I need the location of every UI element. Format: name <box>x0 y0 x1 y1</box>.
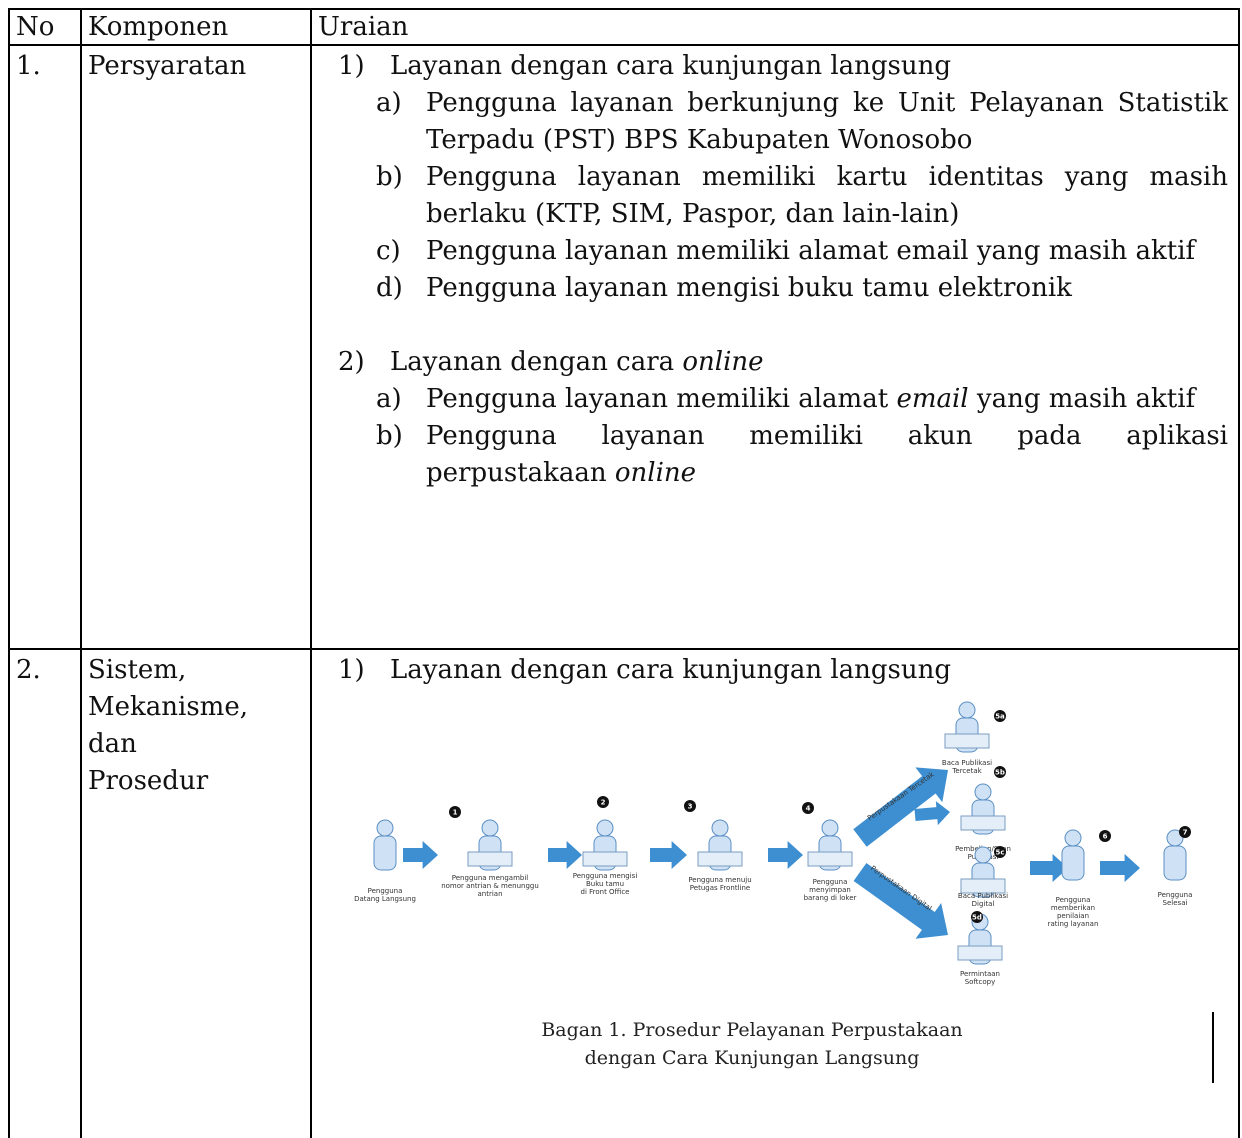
list-item: c) Pengguna layanan memiliki alamat email… <box>324 233 1232 270</box>
item-letter: b) <box>376 162 403 192</box>
row-number: 2. <box>8 648 82 1138</box>
component-line: Mekanisme, <box>88 692 248 722</box>
list-title: Layanan dengan cara kunjungan langsung <box>390 652 1232 689</box>
component-line: Prosedur <box>88 766 209 796</box>
table-row: 1. Persyaratan 1) Layanan dengan cara kunju… <box>8 44 1240 650</box>
text-run: online <box>614 458 697 488</box>
header-row: No Komponen Uraian <box>8 8 1240 46</box>
component-line: Persyaratan <box>88 51 247 81</box>
text-run: Layanan dengan cara <box>390 347 683 377</box>
text-run: Layanan dengan cara kunjungan langsung <box>390 51 952 81</box>
description: 1) Layanan dengan cara kunjungan langsung… <box>310 44 1240 650</box>
item-letter: a) <box>376 384 402 414</box>
list-item: b) Pengguna layanan memiliki kartu identi… <box>324 159 1232 233</box>
list-title: Layanan dengan cara kunjungan langsung <box>390 48 1232 85</box>
text-run: yang masih aktif <box>968 384 1196 414</box>
header-cell: Komponen <box>80 8 312 46</box>
list-title: Layanan dengan cara online <box>390 344 1232 381</box>
list-number: 2) <box>338 347 365 377</box>
header-cell: No <box>8 8 82 46</box>
description: 1) Layanan dengan cara kunjungan langsung <box>310 648 1240 1138</box>
header-cell: Uraian <box>310 8 1240 46</box>
list-number: 1) <box>338 655 365 685</box>
component-line: dan <box>88 729 137 759</box>
item-letter: b) <box>376 421 403 451</box>
text-run: email <box>896 384 969 414</box>
item-letter: c) <box>376 236 401 266</box>
text-run: Pengguna layanan memiliki alamat email y… <box>426 236 1196 266</box>
component: Sistem, Mekanisme, dan Prosedur <box>80 648 312 1138</box>
text-run: Pengguna layanan mengisi buku tamu elekt… <box>426 273 1072 303</box>
text-run: Pengguna layanan memiliki kartu identita… <box>426 162 1228 229</box>
component-line: Sistem, <box>88 655 187 685</box>
table: No Komponen Uraian 1. Persyaratan 1) Layanan … <box>8 8 1240 1138</box>
item-letter: d) <box>376 273 403 303</box>
list-item: b) Pengguna layanan memiliki akun pada ap… <box>324 418 1232 492</box>
list-group: 2) Layanan dengan cara online a) Pengguna l… <box>324 344 1232 492</box>
list-group: 1) Layanan dengan cara kunjungan langsung <box>324 652 1232 689</box>
list-number: 1) <box>338 51 365 81</box>
text-run: Layanan dengan cara kunjungan langsung <box>390 655 952 685</box>
table-row: 2. Sistem, Mekanisme, dan Prosedur 1) Layanan … <box>8 648 1240 1138</box>
text-run: Pengguna layanan memiliki alamat <box>426 384 897 414</box>
list-item: d) Pengguna layanan mengisi buku tamu ele… <box>324 270 1232 307</box>
item-letter: a) <box>376 88 402 118</box>
list-item: a) Pengguna layanan memiliki alamat email… <box>324 381 1232 418</box>
list-item: a) Pengguna layanan berkunjung ke Unit Pe… <box>324 85 1232 159</box>
component: Persyaratan <box>80 44 312 650</box>
list-group: 1) Layanan dengan cara kunjungan langsung… <box>324 48 1232 307</box>
text-run: Pengguna layanan memiliki akun pada apli… <box>426 421 1228 488</box>
text-run: Pengguna layanan berkunjung ke Unit Pela… <box>426 88 1228 155</box>
text-run: online <box>682 347 764 377</box>
row-number: 1. <box>8 44 82 650</box>
